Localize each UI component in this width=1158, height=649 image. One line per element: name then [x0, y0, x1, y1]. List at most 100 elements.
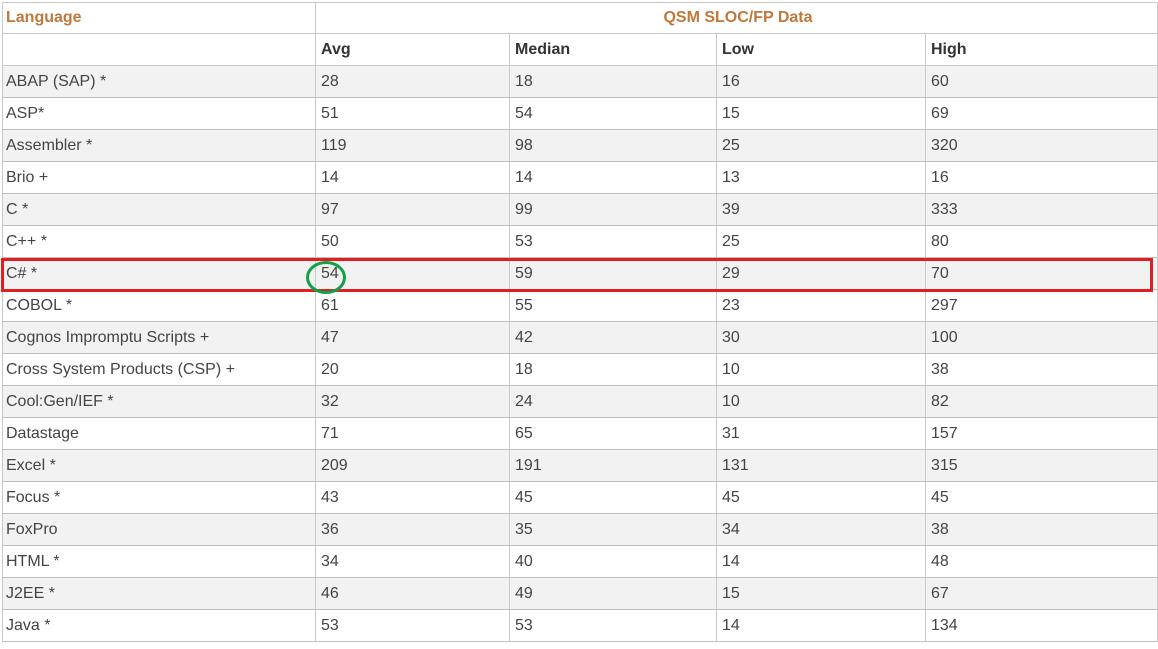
low-cell: 15	[716, 97, 926, 130]
high-cell: 38	[925, 513, 1158, 546]
high-cell: 16	[925, 161, 1158, 194]
avg-cell: 53	[315, 609, 510, 642]
median-cell: 40	[509, 545, 717, 578]
high-cell: 70	[925, 257, 1158, 290]
table-row: Focus * 43 45 45 45	[2, 481, 1158, 514]
median-cell: 65	[509, 417, 717, 450]
avg-cell: 54	[315, 257, 510, 290]
language-cell: C *	[2, 193, 316, 226]
language-cell: Cross System Products (CSP) +	[2, 353, 316, 386]
median-cell: 54	[509, 97, 717, 130]
avg-cell: 20	[315, 353, 510, 386]
median-cell: 59	[509, 257, 717, 290]
high-cell: 157	[925, 417, 1158, 450]
avg-cell: 119	[315, 129, 510, 162]
low-cell: 25	[716, 129, 926, 162]
median-cell: 14	[509, 161, 717, 194]
high-cell: 60	[925, 65, 1158, 98]
avg-cell: 50	[315, 225, 510, 258]
low-cell: 14	[716, 545, 926, 578]
avg-cell: 32	[315, 385, 510, 418]
high-cell: 134	[925, 609, 1158, 642]
avg-cell: 209	[315, 449, 510, 482]
language-cell: Excel *	[2, 449, 316, 482]
table-row: Java * 53 53 14 134	[2, 609, 1158, 642]
table-title-row: Language QSM SLOC/FP Data	[2, 2, 1158, 34]
median-cell: 53	[509, 225, 717, 258]
language-cell: C# *	[2, 257, 316, 290]
high-cell: 82	[925, 385, 1158, 418]
avg-cell: 51	[315, 97, 510, 130]
avg-cell: 14	[315, 161, 510, 194]
language-cell: COBOL *	[2, 289, 316, 322]
median-cell: 18	[509, 353, 717, 386]
language-cell: Brio +	[2, 161, 316, 194]
header-cell-high: High	[925, 33, 1158, 66]
median-cell: 35	[509, 513, 717, 546]
table-body: ABAP (SAP) * 28 18 16 60 ASP* 51 54 15 69 Assemble…	[2, 65, 1158, 642]
avg-cell: 97	[315, 193, 510, 226]
high-cell: 38	[925, 353, 1158, 386]
avg-cell: 28	[315, 65, 510, 98]
avg-cell: 61	[315, 289, 510, 322]
low-cell: 34	[716, 513, 926, 546]
avg-cell: 34	[315, 545, 510, 578]
header-cell-avg: Avg	[315, 33, 510, 66]
median-cell: 49	[509, 577, 717, 610]
avg-cell: 71	[315, 417, 510, 450]
high-cell: 45	[925, 481, 1158, 514]
language-cell: J2EE *	[2, 577, 316, 610]
language-cell: Assembler *	[2, 129, 316, 162]
header-cell-low: Low	[716, 33, 926, 66]
table-row: ABAP (SAP) * 28 18 16 60	[2, 65, 1158, 98]
table-row: Cross System Products (CSP) +20 18 10 38	[2, 353, 1158, 386]
language-cell: C++ *	[2, 225, 316, 258]
median-cell: 53	[509, 609, 717, 642]
high-cell: 320	[925, 129, 1158, 162]
language-cell: FoxPro	[2, 513, 316, 546]
table-header-row: Avg Median Low High	[2, 33, 1158, 66]
avg-cell: 43	[315, 481, 510, 514]
language-cell: ASP*	[2, 97, 316, 130]
median-cell: 24	[509, 385, 717, 418]
low-cell: 10	[716, 353, 926, 386]
high-cell: 80	[925, 225, 1158, 258]
low-cell: 25	[716, 225, 926, 258]
median-cell: 98	[509, 129, 717, 162]
high-cell: 69	[925, 97, 1158, 130]
language-cell: ABAP (SAP) *	[2, 65, 316, 98]
low-cell: 45	[716, 481, 926, 514]
header-cell-blank	[2, 33, 316, 66]
language-cell: Cognos Impromptu Scripts +	[2, 321, 316, 354]
avg-cell: 46	[315, 577, 510, 610]
qsm-group-title: QSM SLOC/FP Data	[315, 2, 1158, 34]
median-cell: 55	[509, 289, 717, 322]
avg-cell: 36	[315, 513, 510, 546]
table-row: C++ * 50 53 25 80	[2, 225, 1158, 258]
high-cell: 100	[925, 321, 1158, 354]
table-row: C * 97 99 39 333	[2, 193, 1158, 226]
low-cell: 39	[716, 193, 926, 226]
avg-cell: 47	[315, 321, 510, 354]
language-cell: HTML *	[2, 545, 316, 578]
language-column-title: Language	[2, 2, 316, 34]
language-cell: Focus *	[2, 481, 316, 514]
table-row: J2EE * 46 49 15 67	[2, 577, 1158, 610]
language-cell: Java *	[2, 609, 316, 642]
low-cell: 15	[716, 577, 926, 610]
low-cell: 16	[716, 65, 926, 98]
table-row: COBOL * 61 55 23 297	[2, 289, 1158, 322]
table-row: Assembler * 119 98 25 320	[2, 129, 1158, 162]
table-row: Cognos Impromptu Scripts +47 42 30 100	[2, 321, 1158, 354]
low-cell: 10	[716, 385, 926, 418]
high-cell: 67	[925, 577, 1158, 610]
median-cell: 42	[509, 321, 717, 354]
table-row: Datastage 71 65 31 157	[2, 417, 1158, 450]
low-cell: 13	[716, 161, 926, 194]
low-cell: 14	[716, 609, 926, 642]
low-cell: 30	[716, 321, 926, 354]
language-cell: Cool:Gen/IEF *	[2, 385, 316, 418]
median-cell: 45	[509, 481, 717, 514]
